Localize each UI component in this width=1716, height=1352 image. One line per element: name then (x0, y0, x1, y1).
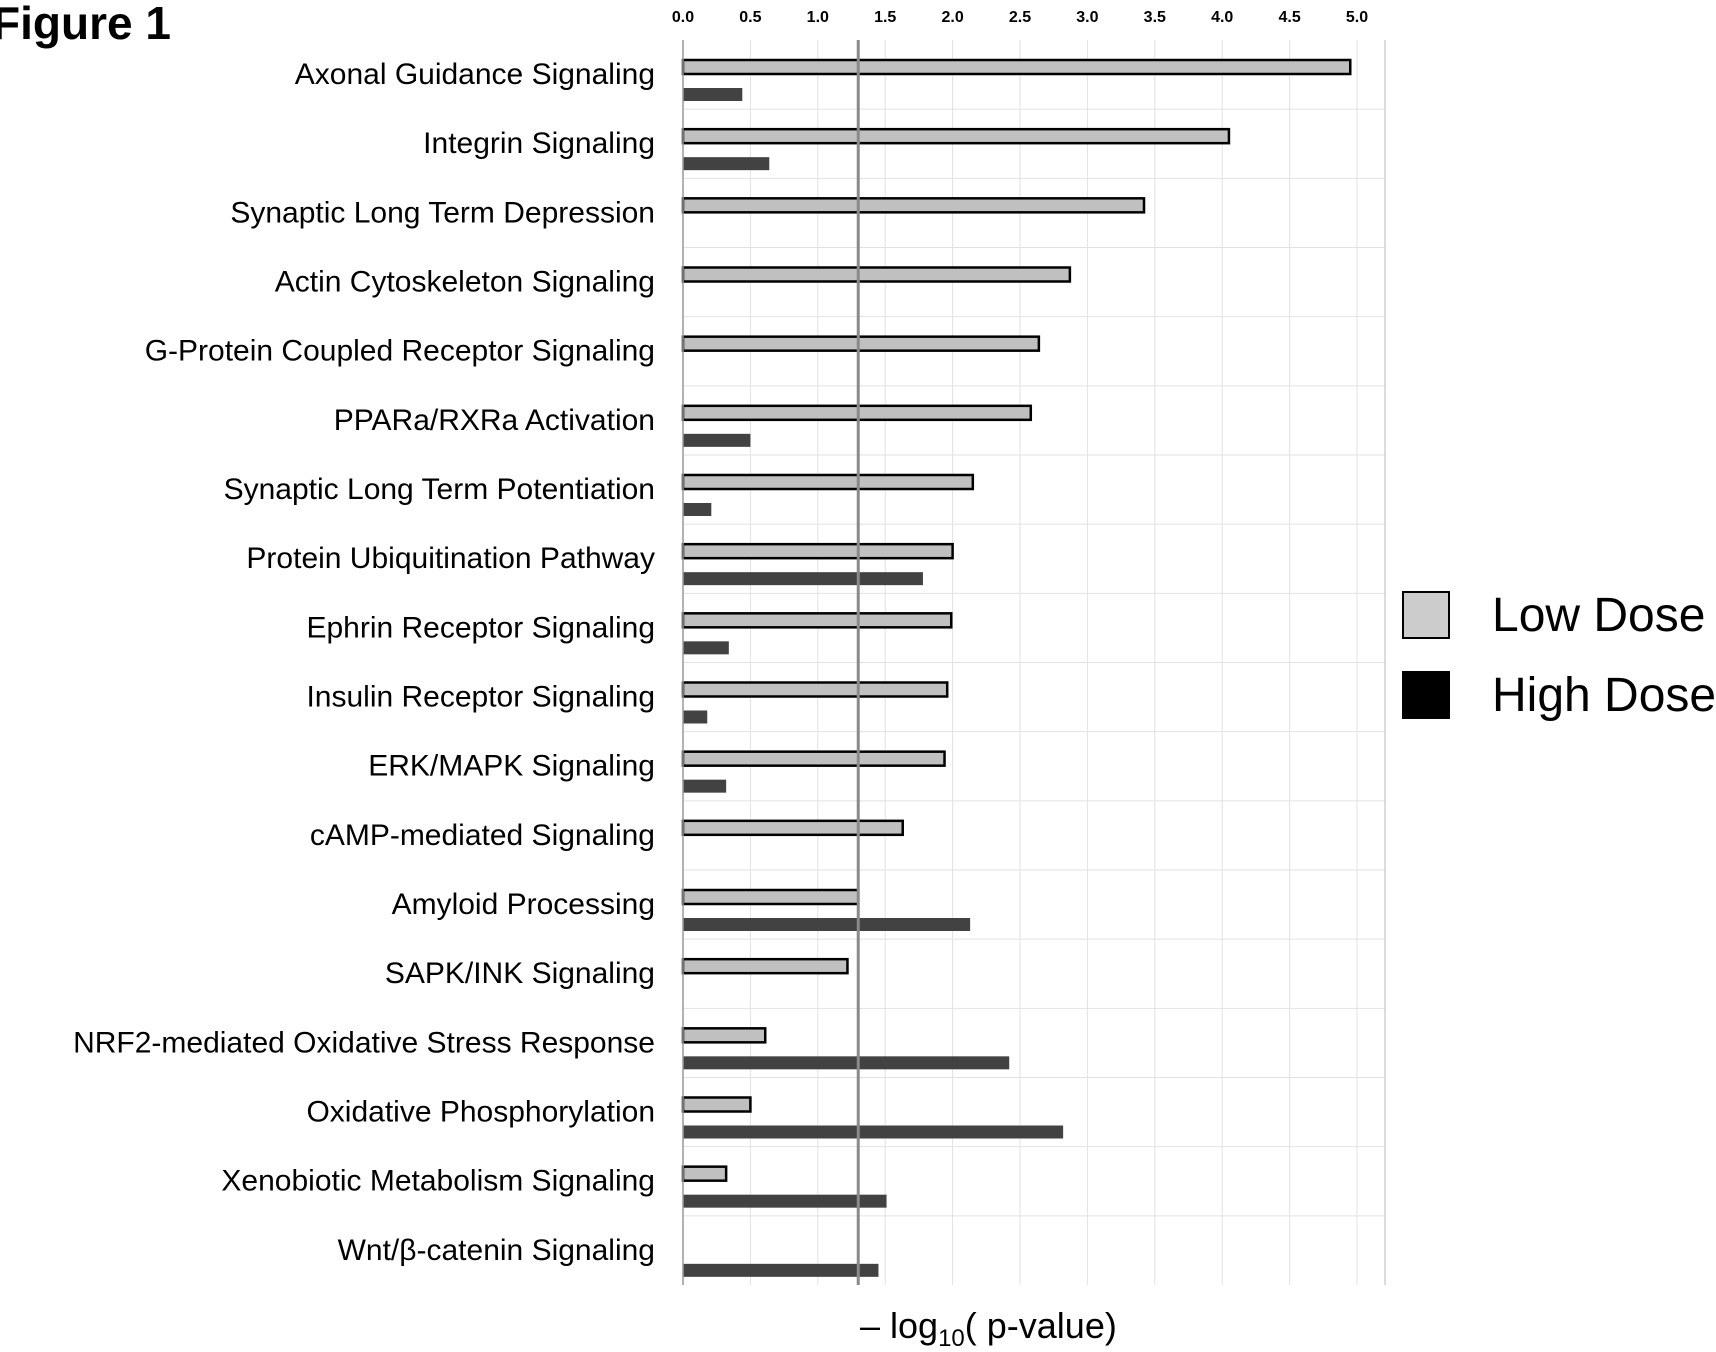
grid-lines (683, 40, 1385, 1285)
category-label: G-Protein Coupled Receptor Signaling (145, 335, 655, 368)
x-axis-title: – log10( p-value) (860, 1305, 1117, 1352)
category-label: Synaptic Long Term Depression (230, 196, 655, 229)
legend-label-low-dose: Low Dose (1492, 588, 1706, 642)
category-label: SAPK/INK Signaling (385, 957, 655, 990)
bar-low-dose (681, 612, 953, 629)
category-label: Insulin Receptor Signaling (306, 681, 655, 714)
legend-item-low-dose: Low Dose (1402, 588, 1705, 642)
x-tick-label: 4.0 (1211, 9, 1233, 26)
bar-low-dose (681, 127, 1231, 145)
bar-high-dose (683, 1125, 1064, 1139)
bar-low-dose (681, 58, 1352, 76)
category-label: Amyloid Processing (392, 888, 655, 921)
bar-high-dose (683, 157, 770, 171)
bar-low-dose (681, 542, 954, 560)
x-tick-label: 2.0 (941, 9, 963, 26)
x-tick-labels: 0.0 0.5 1.0 1.5 2.0 2.5 3.0 3.5 4.0 4.5 5.0 (672, 9, 1368, 26)
category-label: PPARa/RXRa Activation (334, 404, 655, 437)
bar-low-dose (681, 888, 860, 906)
bar-low-dose (681, 819, 904, 837)
bar-high-dose (683, 88, 743, 101)
bar-high-dose (683, 572, 923, 586)
category-label: Synaptic Long Term Potentiation (224, 473, 655, 506)
bar-high-dose (683, 918, 971, 931)
bar-low-dose (681, 681, 949, 698)
category-label: Actin Cytoskeleton Signaling (275, 266, 655, 299)
category-label: cAMP-mediated Signaling (310, 819, 655, 852)
x-tick-label: 0.0 (672, 9, 694, 26)
x-tick-label: 4.5 (1278, 9, 1300, 26)
bar-high-dose (683, 641, 729, 655)
category-labels: Axonal Guidance Signaling Integrin Signal… (73, 58, 655, 1267)
bar-low-dose (681, 1096, 752, 1113)
category-label: Oxidative Phosphorylation (306, 1096, 655, 1129)
x-tick-label: 3.5 (1144, 9, 1166, 26)
x-tick-label: 0.5 (739, 9, 761, 26)
category-label: Ephrin Receptor Signaling (306, 611, 655, 644)
category-label: Protein Ubiquitination Pathway (246, 542, 655, 575)
bar-high-dose (683, 1056, 1010, 1070)
legend-item-high-dose: High Dose (1402, 668, 1716, 722)
category-label: Wnt/β-catenin Signaling (338, 1234, 655, 1267)
bar-low-dose (681, 266, 1072, 283)
bar-high-dose (683, 1194, 887, 1208)
bar-low-dose (681, 957, 849, 975)
bar-low-dose (681, 750, 946, 767)
legend-swatch-low-dose (1402, 591, 1450, 639)
bar-high-dose (683, 1263, 879, 1277)
plot-frame (682, 40, 1386, 1285)
x-tick-label: 2.5 (1009, 9, 1031, 26)
x-tick-label: 1.5 (874, 9, 896, 26)
bar-high-dose (683, 710, 708, 724)
bar-high-dose (683, 779, 727, 793)
category-label: ERK/MAPK Signaling (368, 750, 655, 783)
bar-low-dose (681, 1165, 728, 1182)
legend-swatch-high-dose (1402, 671, 1450, 719)
bar-low-dose (681, 197, 1146, 214)
bar-low-dose (681, 473, 975, 491)
bar-high-dose (683, 433, 751, 447)
x-tick-label: 3.0 (1076, 9, 1098, 26)
category-label: NRF2-mediated Oxidative Stress Response (73, 1026, 655, 1059)
bars (681, 58, 1352, 1277)
legend-label-high-dose: High Dose (1492, 668, 1716, 722)
figure-label: Figure 1 (0, 0, 171, 49)
bar-high-dose (683, 503, 712, 516)
x-tick-label: 5.0 (1346, 9, 1368, 26)
bar-low-dose (681, 335, 1041, 352)
category-label: Axonal Guidance Signaling (295, 58, 655, 91)
bar-low-dose (681, 1027, 767, 1044)
category-label: Xenobiotic Metabolism Signaling (221, 1165, 655, 1198)
category-label: Integrin Signaling (423, 127, 655, 160)
x-tick-label: 1.0 (807, 9, 829, 26)
